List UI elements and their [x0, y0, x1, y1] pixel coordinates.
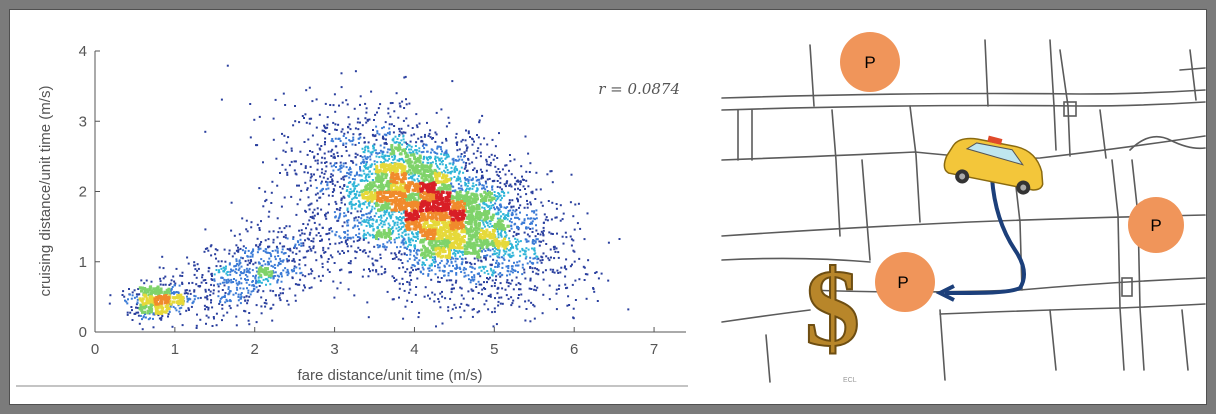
figure-panel: 01234567 01234 fare distance/unit time (…: [9, 9, 1207, 405]
